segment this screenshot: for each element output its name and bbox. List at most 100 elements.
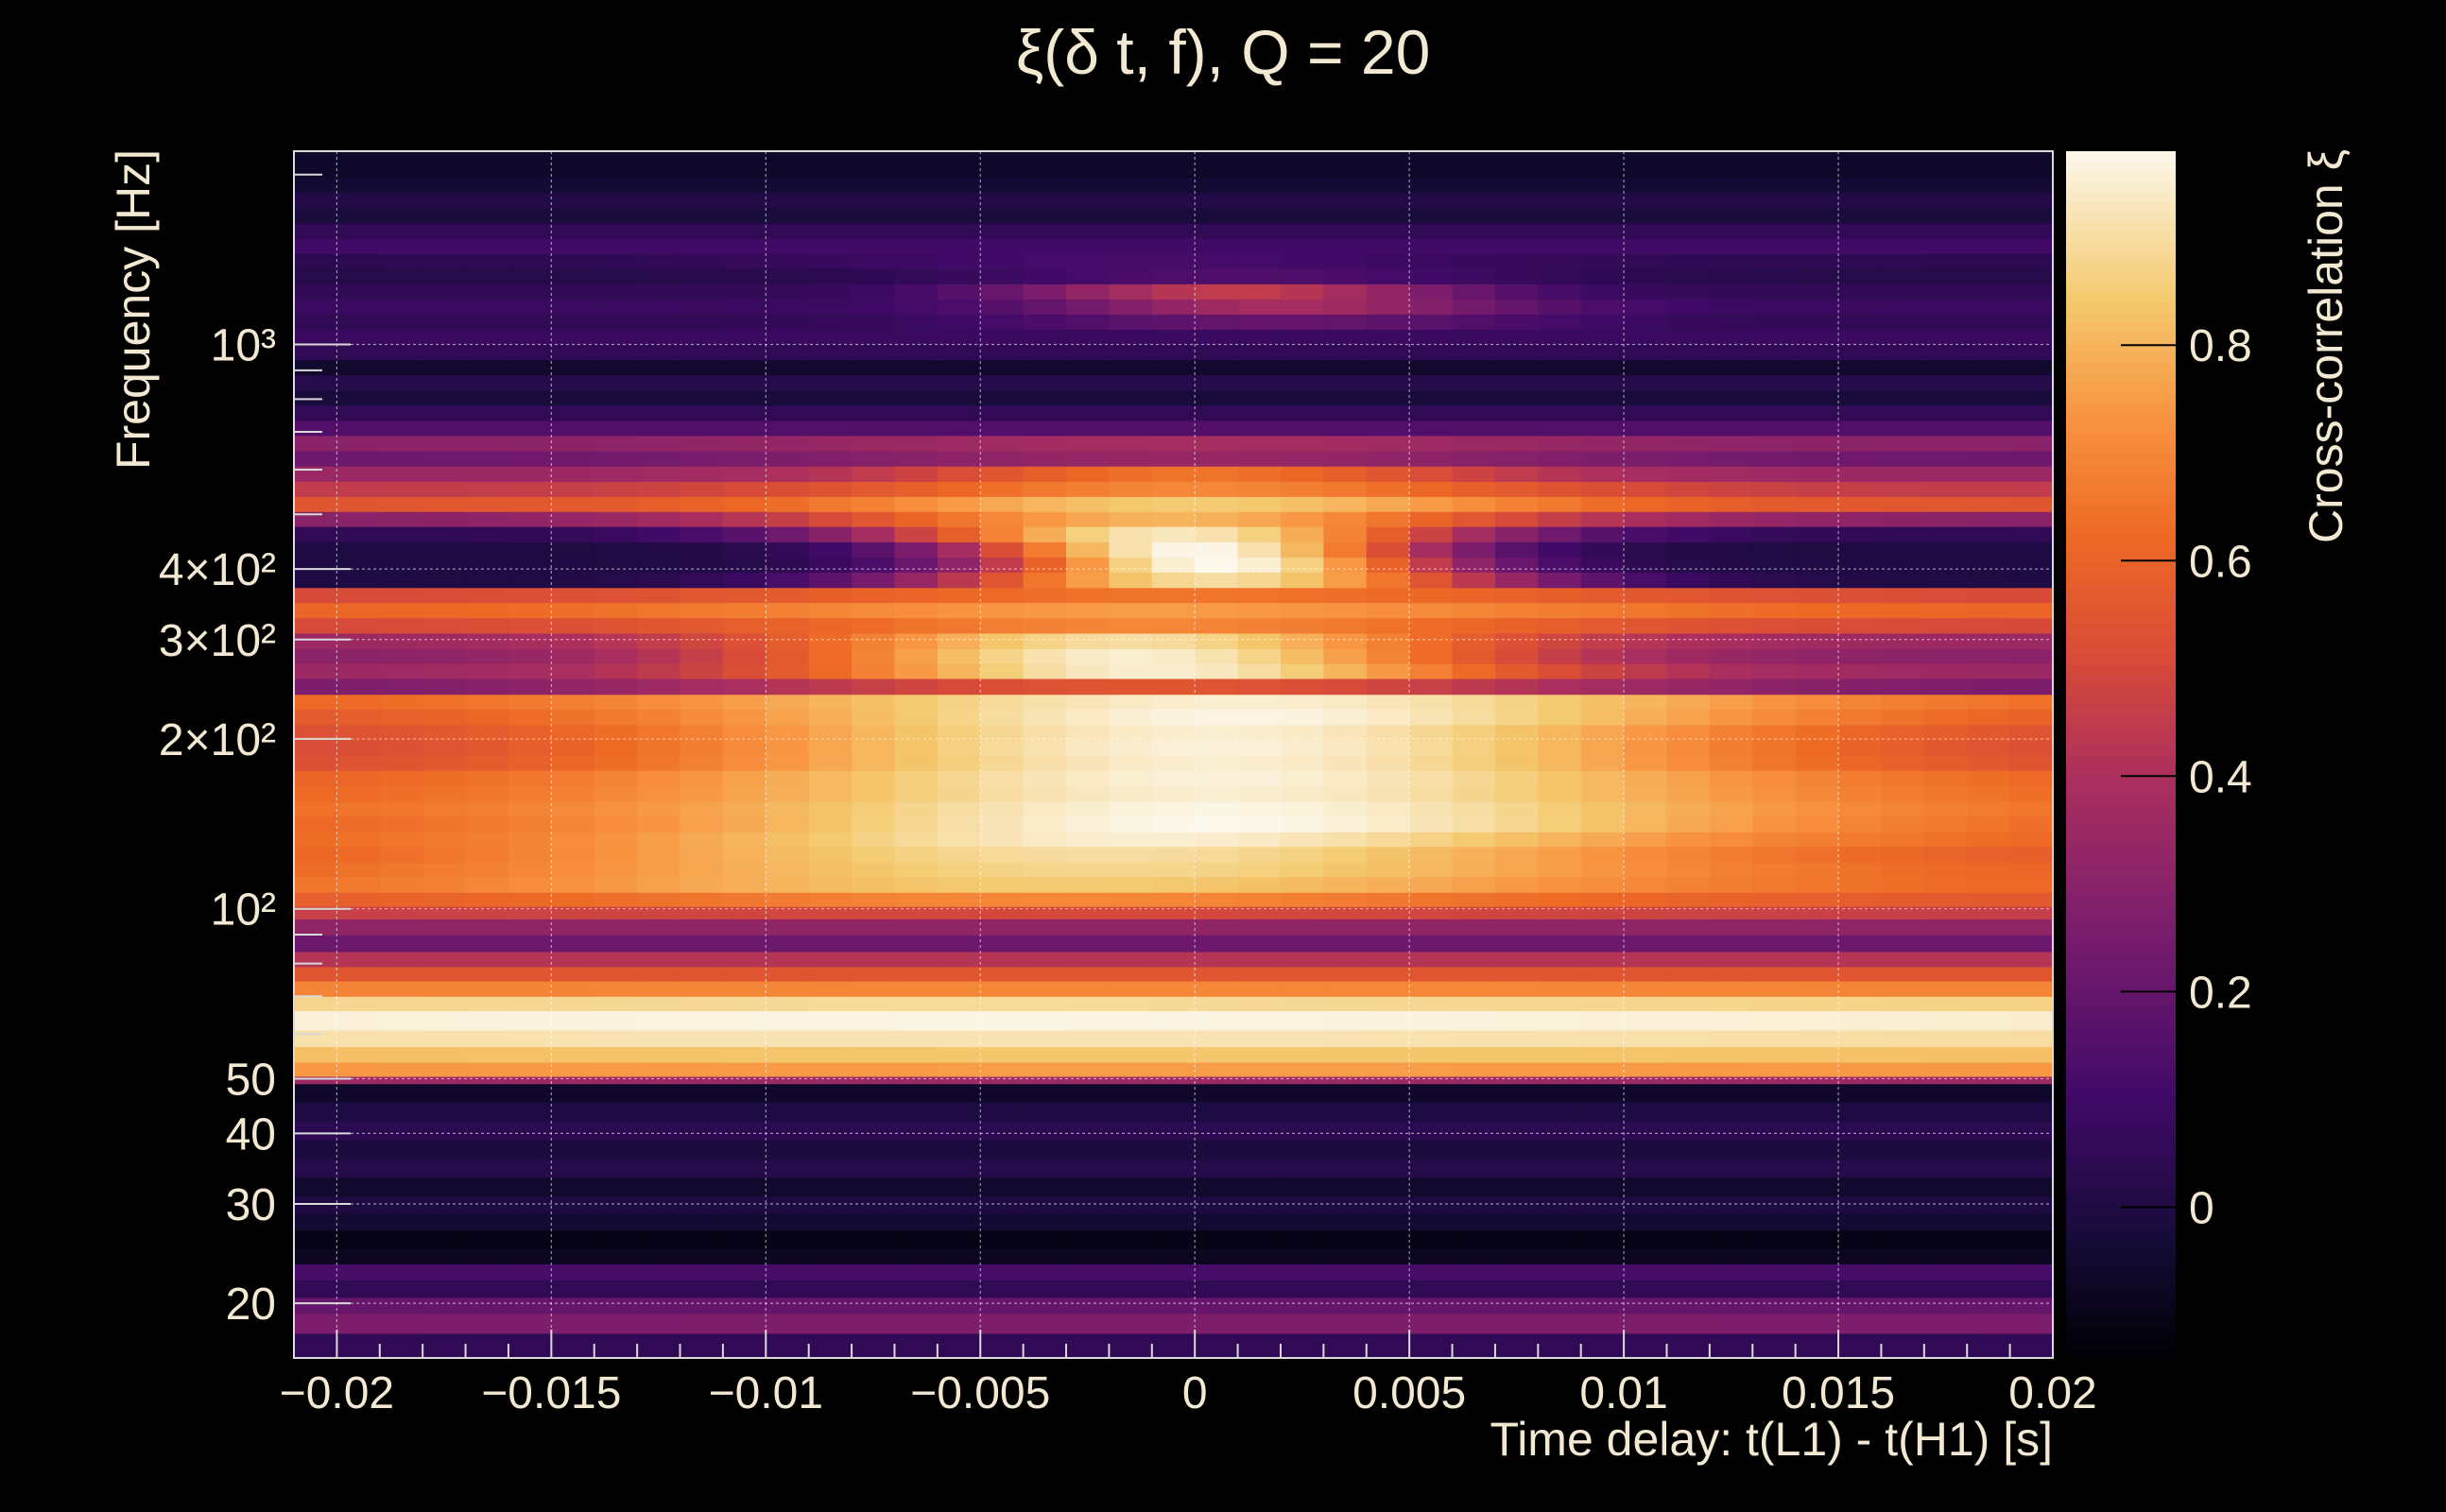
heatmap-cell	[1795, 238, 1839, 254]
heatmap-cell	[894, 919, 939, 936]
heatmap-cell	[1237, 496, 1282, 512]
heatmap-cell	[1666, 359, 1711, 376]
heatmap-cell	[1795, 374, 1839, 391]
heatmap-cell	[852, 663, 896, 679]
heatmap-cell	[852, 374, 896, 391]
heatmap-cell	[722, 663, 767, 679]
heatmap-cell	[2009, 1177, 2054, 1197]
x-tick-label: −0.02	[280, 1368, 394, 1418]
heatmap-cell	[1967, 1297, 2011, 1314]
heatmap-cell	[1494, 1121, 1539, 1141]
heatmap-cell	[1709, 832, 1753, 848]
heatmap-cell	[722, 996, 767, 1012]
heatmap-cell	[336, 329, 381, 346]
heatmap-cell	[722, 1229, 767, 1249]
heatmap-cell	[680, 541, 724, 558]
heatmap-cell	[1624, 785, 1668, 802]
heatmap-cell	[379, 511, 423, 527]
heatmap-cell	[1494, 541, 1539, 558]
heatmap-cell	[1795, 816, 1839, 833]
heatmap-cell	[637, 253, 681, 269]
heatmap-cell	[422, 451, 467, 467]
heatmap-cell	[465, 755, 509, 771]
heatmap-cell	[1452, 602, 1496, 619]
heatmap-cell	[1109, 572, 1153, 589]
heatmap-cell	[1323, 801, 1368, 817]
heatmap-cell	[1538, 892, 1582, 907]
heatmap-cell	[1237, 617, 1282, 634]
heatmap-cell	[1838, 1010, 1883, 1031]
heatmap-cell	[1023, 770, 1067, 787]
heatmap-cell	[1023, 1075, 1067, 1085]
heatmap-cell	[1752, 435, 1797, 452]
heatmap-cell	[980, 374, 1025, 391]
heatmap-cell	[1624, 151, 1668, 179]
heatmap-cell	[852, 511, 896, 527]
heatmap-cell	[1323, 314, 1368, 331]
heatmap-cell	[1366, 602, 1410, 619]
heatmap-cell	[1709, 1229, 1753, 1249]
colorbar-segment	[2066, 563, 2176, 575]
heatmap-cell	[980, 919, 1025, 936]
heatmap-cell	[722, 951, 767, 968]
heatmap-cell	[980, 435, 1025, 452]
heatmap-cell	[1280, 1101, 1324, 1123]
heatmap-cell	[1452, 1263, 1496, 1281]
heatmap-cell	[1624, 770, 1668, 787]
heatmap-cell	[1580, 207, 1625, 224]
colorbar-segment	[2066, 523, 2176, 534]
heatmap-cell	[722, 617, 767, 634]
heatmap-cell	[1624, 223, 1668, 239]
heatmap-cell	[465, 1229, 509, 1249]
heatmap-cell	[722, 557, 767, 574]
heatmap-cell	[1195, 801, 1239, 817]
heatmap-cell	[980, 389, 1025, 406]
heatmap-cell	[1366, 420, 1410, 437]
heatmap-cell	[1151, 755, 1196, 771]
colorbar-segment	[2066, 583, 2176, 594]
heatmap-cell	[1538, 435, 1582, 452]
plot-frame	[293, 150, 2054, 1359]
heatmap-cell	[766, 451, 810, 467]
heatmap-cell	[1066, 663, 1111, 679]
heatmap-cell	[1967, 906, 2011, 919]
heatmap-cell	[1838, 389, 1883, 406]
heatmap-cell	[1923, 284, 1968, 300]
heatmap-cell	[1580, 770, 1625, 787]
heatmap-cell	[1666, 1248, 1711, 1264]
heatmap-cell	[1666, 648, 1711, 664]
heatmap-cell	[852, 526, 896, 542]
heatmap-cell	[1967, 996, 2011, 1012]
heatmap-cell	[937, 481, 981, 497]
heatmap-cell	[594, 892, 638, 907]
heatmap-cell	[294, 892, 337, 907]
heatmap-cell	[1109, 632, 1153, 650]
heatmap-cell	[1366, 740, 1410, 756]
heatmap-cell	[1323, 1061, 1368, 1077]
heatmap-cell	[1881, 374, 1925, 391]
heatmap-cell	[1023, 284, 1067, 300]
heatmap-cell	[1838, 996, 1883, 1012]
heatmap-cell	[294, 1121, 337, 1141]
heatmap-cell	[594, 981, 638, 997]
heatmap-cell	[1366, 906, 1410, 919]
heatmap-cell	[1195, 151, 1239, 179]
heatmap-cell	[1280, 1029, 1324, 1048]
heatmap-cell	[336, 709, 381, 726]
heatmap-cell	[594, 511, 638, 527]
heatmap-cell	[766, 253, 810, 269]
heatmap-cell	[594, 1075, 638, 1085]
heatmap-cell	[1366, 1248, 1410, 1264]
heatmap-cell	[766, 511, 810, 527]
heatmap-cell	[637, 177, 681, 194]
heatmap-cell	[1066, 876, 1111, 893]
heatmap-cell	[1494, 1229, 1539, 1249]
colorbar-segment	[2066, 180, 2176, 193]
heatmap-cell	[1452, 359, 1496, 376]
heatmap-cell	[2009, 435, 2054, 452]
heatmap-cell	[1580, 329, 1625, 346]
heatmap-cell	[1280, 253, 1324, 269]
heatmap-cell	[766, 1248, 810, 1264]
heatmap-cell	[1624, 1010, 1668, 1031]
